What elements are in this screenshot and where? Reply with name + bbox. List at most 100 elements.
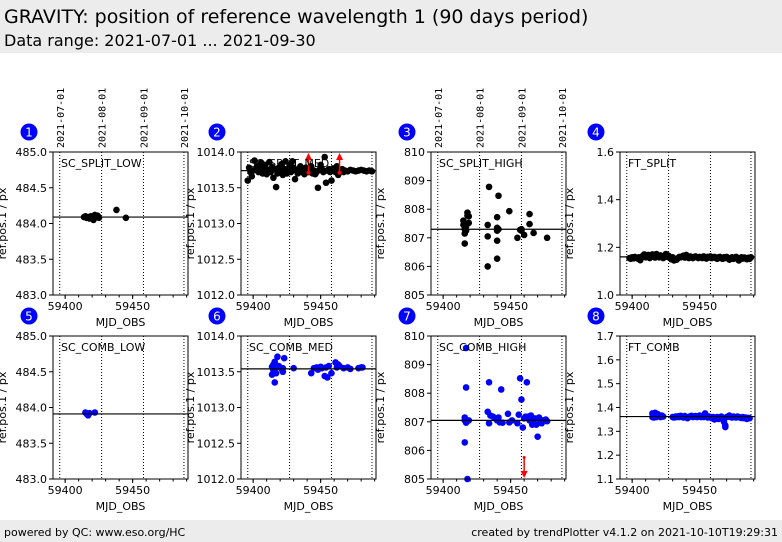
data-point xyxy=(526,210,533,218)
panel-number: 7 xyxy=(403,310,411,324)
y-tick-label: 1.3 xyxy=(597,425,615,438)
date-tick-label: 2021-10-01 xyxy=(558,88,569,148)
panel-number-badge xyxy=(587,307,605,325)
y-axis-label: ref.pos.1 / px xyxy=(184,187,197,259)
outlier-arrow-up-icon xyxy=(305,153,312,160)
data-point xyxy=(520,231,528,239)
y-tick-label: 1012.0 xyxy=(197,473,236,486)
data-point xyxy=(248,173,256,180)
data-point xyxy=(495,192,502,200)
y-tick-label: 808 xyxy=(404,203,425,216)
x-tick-label: 59400 xyxy=(426,484,461,497)
chart-panel-5: 59400 59450 483.0 483.5 484.0 484.5 485.0 MJD_O… xyxy=(0,307,189,513)
panel-number: 5 xyxy=(25,310,33,324)
x-axis-label: MJD_OBS xyxy=(474,500,524,513)
data-point xyxy=(493,213,501,221)
chart-panel-3: 2021-07-01 2021-08-01 2021-09-01 2021-10-01… xyxy=(374,88,569,329)
y-tick-label: 1.2 xyxy=(597,241,615,254)
data-point xyxy=(506,207,513,215)
y-tick-label: 1014.0 xyxy=(197,330,236,343)
data-point xyxy=(534,433,541,440)
data-point xyxy=(314,184,322,192)
y-tick-label: 1.5 xyxy=(597,378,615,391)
data-point xyxy=(523,379,531,386)
data-point xyxy=(484,263,492,270)
data-point xyxy=(493,237,501,244)
data-point xyxy=(462,344,470,352)
data-point xyxy=(516,375,524,382)
created-by-text: created by trendPlotter v4.1.2 on 2021-1… xyxy=(471,526,778,539)
y-tick-label: 807 xyxy=(404,416,425,429)
y-tick-label: 485.0 xyxy=(16,146,48,159)
panel-number: 8 xyxy=(592,310,600,324)
y-tick-label: 806 xyxy=(404,260,425,273)
x-tick-label: 59400 xyxy=(615,300,650,313)
x-tick-label: 59450 xyxy=(303,300,338,313)
data-point xyxy=(359,364,366,371)
y-tick-label: 1.2 xyxy=(597,449,615,462)
y-tick-label: 483.5 xyxy=(16,437,48,450)
data-point xyxy=(543,234,551,242)
data-point xyxy=(324,374,331,381)
chart-panel-4: 59400 59450 1.0 1.2 1.4 1.6 MJD_OBS ref.pos.1 /… xyxy=(563,123,756,329)
data-point xyxy=(461,240,469,247)
panel-number-badge xyxy=(398,307,416,325)
chart-panel-7: 59400 59450 805 806 807 808 809 810 MJD_OBS ref.p… xyxy=(374,307,567,513)
panel-number-badge xyxy=(398,123,416,141)
x-tick-label: 59450 xyxy=(493,484,528,497)
x-axis-label: MJD_OBS xyxy=(284,316,334,329)
y-tick-label: 484.5 xyxy=(16,366,48,379)
panel-number: 6 xyxy=(213,310,221,324)
y-tick-label: 1013.0 xyxy=(197,402,236,415)
y-tick-label: 810 xyxy=(404,146,425,159)
y-axis-label: ref.pos.1 / px xyxy=(563,187,576,259)
data-point xyxy=(484,233,492,240)
data-point xyxy=(462,384,470,391)
chart-title: SC_COMB_LOW xyxy=(61,341,145,354)
x-tick-label: 59400 xyxy=(48,300,83,313)
chart-title: SC_SPLIT_HIGH xyxy=(439,157,523,170)
y-tick-label: 1.1 xyxy=(597,473,615,486)
y-tick-label: 1.4 xyxy=(597,402,615,415)
x-axis-label: MJD_OBS xyxy=(96,500,146,513)
axes-frame xyxy=(240,335,377,480)
outlier-arrow-down-icon xyxy=(520,471,528,478)
data-point xyxy=(514,234,521,242)
data-point xyxy=(518,396,525,403)
powered-by-text: powered by QC: www.eso.org/HC xyxy=(4,526,186,539)
data-point xyxy=(279,364,287,372)
date-tick-label: 2021-08-01 xyxy=(98,88,109,148)
data-point xyxy=(244,177,252,184)
data-point xyxy=(91,409,99,416)
chart-title: SC_SPLIT_MED xyxy=(249,157,329,170)
chart-panel-1: 2021-07-01 2021-08-01 2021-09-01 2021-10-01… xyxy=(0,88,191,329)
page-header: GRAVITY: position of reference wavelengt… xyxy=(0,0,782,53)
chart-panel-6: 59400 59450 1012.0 1012.5 1013.0 1013.5 1014.0… xyxy=(184,307,377,513)
x-tick-label: 59450 xyxy=(303,484,338,497)
page-footer: powered by QC: www.eso.org/HC created by… xyxy=(0,520,782,542)
y-tick-label: 1.6 xyxy=(597,354,615,367)
x-tick-label: 59400 xyxy=(236,300,271,313)
panel-number: 2 xyxy=(213,126,221,140)
date-tick-label: 2021-07-01 xyxy=(56,88,67,148)
data-point xyxy=(526,220,533,228)
x-tick-label: 59450 xyxy=(682,484,717,497)
panel-number-badge xyxy=(587,123,605,141)
y-tick-label: 808 xyxy=(404,387,425,400)
panel-number-badge xyxy=(20,123,38,141)
x-axis-label: MJD_OBS xyxy=(96,316,146,329)
y-tick-label: 1.0 xyxy=(597,289,615,302)
axes-frame xyxy=(619,335,756,480)
date-tick-label: 2021-07-01 xyxy=(434,88,445,148)
data-point xyxy=(280,354,288,362)
x-axis-label: MJD_OBS xyxy=(663,500,713,513)
data-point xyxy=(485,419,493,427)
y-tick-label: 1012.5 xyxy=(197,253,236,266)
data-point xyxy=(251,157,258,164)
data-point xyxy=(485,183,493,191)
y-tick-label: 807 xyxy=(404,232,425,245)
data-point xyxy=(530,229,537,237)
data-point xyxy=(504,410,512,418)
chart-panel-2: 59400 59450 1012.0 1012.5 1013.0 1013.5 1014.0… xyxy=(184,123,377,329)
